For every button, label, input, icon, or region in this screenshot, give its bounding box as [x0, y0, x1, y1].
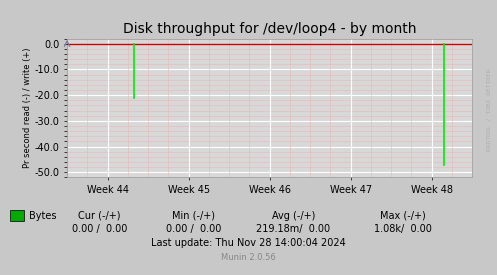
- Text: Avg (-/+): Avg (-/+): [271, 211, 315, 221]
- Text: RRDTOOL / TOBI OETIKER: RRDTOOL / TOBI OETIKER: [486, 69, 491, 151]
- Text: Last update: Thu Nov 28 14:00:04 2024: Last update: Thu Nov 28 14:00:04 2024: [151, 238, 346, 248]
- Y-axis label: Pr second read (-) / write (+): Pr second read (-) / write (+): [23, 48, 32, 168]
- Text: 1.08k/  0.00: 1.08k/ 0.00: [374, 224, 431, 234]
- Title: Disk throughput for /dev/loop4 - by month: Disk throughput for /dev/loop4 - by mont…: [123, 22, 416, 36]
- Text: Bytes: Bytes: [29, 211, 56, 221]
- Text: 219.18m/  0.00: 219.18m/ 0.00: [256, 224, 331, 234]
- Text: 0.00 /  0.00: 0.00 / 0.00: [166, 224, 222, 234]
- Text: Min (-/+): Min (-/+): [172, 211, 215, 221]
- Text: Max (-/+): Max (-/+): [380, 211, 425, 221]
- Text: 0.00 /  0.00: 0.00 / 0.00: [72, 224, 127, 234]
- Text: Cur (-/+): Cur (-/+): [78, 211, 121, 221]
- Text: Munin 2.0.56: Munin 2.0.56: [221, 253, 276, 262]
